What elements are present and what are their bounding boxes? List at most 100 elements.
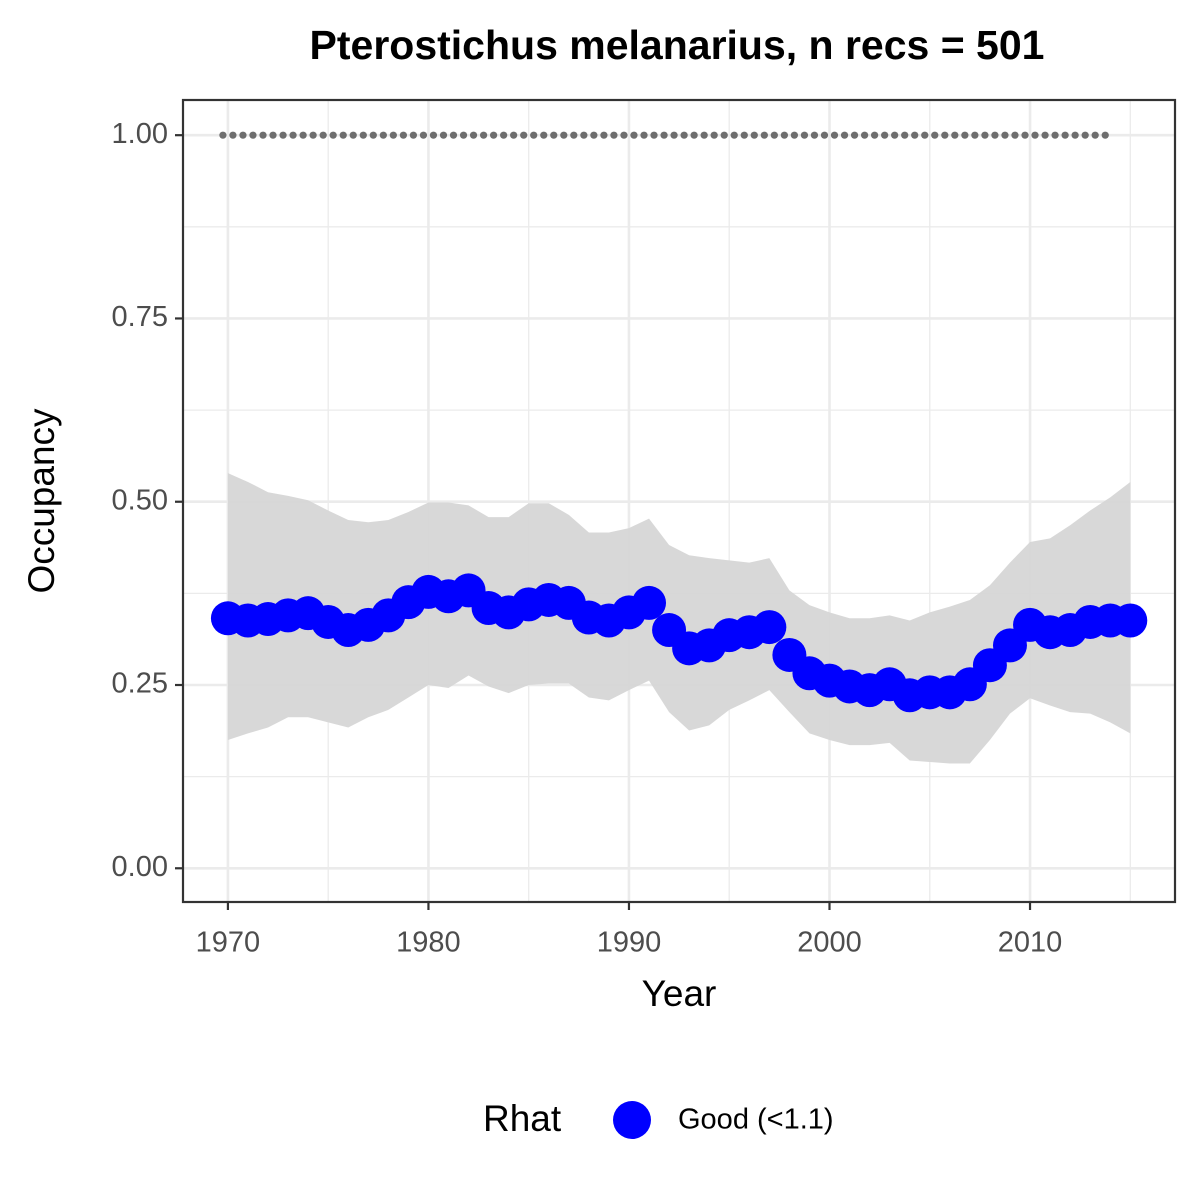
x-tick-label: 2000 [797,927,862,959]
record-dot [911,131,919,139]
record-dot [870,131,879,139]
record-dot [720,131,728,139]
record-dot [640,131,648,139]
y-tick-label: 0.75 [112,301,168,333]
record-dot [891,131,899,139]
x-axis-title: Year [642,973,717,1014]
record-dot [710,131,718,139]
y-tick-label: 0.50 [112,484,168,516]
record-dot [299,131,307,139]
record-dot [399,131,407,139]
record-dot [670,131,678,139]
record-dot [620,131,628,139]
record-dot [921,131,929,139]
record-dot [309,131,317,139]
record-dot [409,131,417,139]
record-dot [339,131,347,139]
record-dot [490,131,498,139]
record-dot [610,131,618,139]
record-dot [840,131,849,139]
record-dot [820,131,829,139]
record-dot [780,131,788,139]
record-dot [931,131,939,139]
y-tick-label: 0.25 [112,668,168,700]
x-tick-label: 2010 [998,927,1063,959]
record-dot [550,131,558,139]
record-dot [329,131,337,139]
record-dot [650,131,658,139]
record-dot [630,131,638,139]
x-tick-label: 1980 [396,927,461,959]
record-dot [1011,131,1019,139]
record-dot [810,131,819,139]
record-dot [660,131,668,139]
record-dot [219,131,227,139]
record-dot [1071,131,1079,139]
record-dot [730,131,738,139]
record-dot [560,131,568,139]
record-dot [941,131,949,139]
record-dot [981,131,989,139]
record-dot [269,131,277,139]
record-dot [369,131,377,139]
record-dot [680,131,688,139]
record-dot [429,131,438,139]
record-dot [961,131,969,139]
legend-label: Good (<1.1) [678,1104,834,1136]
record-dot [850,131,859,139]
record-dot [1021,131,1029,139]
record-dot [349,131,357,139]
record-dot [790,131,798,139]
chart-title: Pterostichus melanarius, n recs = 501 [310,22,1045,68]
record-dot [469,131,478,139]
x-tick-label: 1970 [196,927,261,959]
record-dot [319,131,327,139]
record-dot [379,131,387,139]
record-dot [800,131,809,139]
record-dot [760,131,768,139]
record-dot [510,131,518,139]
record-dot [971,131,979,139]
legend-title: Rhat [483,1098,562,1139]
y-tick-label: 1.00 [112,118,168,150]
record-dot [1091,131,1099,139]
record-dot [279,131,287,139]
panel-border [181,98,1177,904]
record-dot [770,131,778,139]
record-dot [500,131,508,139]
record-dot [991,131,999,139]
record-dot [359,131,367,139]
record-dot [520,131,528,139]
record-dot [229,131,237,139]
record-dot [951,131,959,139]
record-dot [449,131,458,139]
record-dot [580,131,588,139]
record-dot [530,131,538,139]
record-dot [389,131,397,139]
record-dot [1031,131,1039,139]
record-dot [700,131,708,139]
record-dot [750,131,758,139]
record-dot [480,131,488,139]
record-dot [439,131,448,139]
record-dot [249,131,257,139]
record-dot [1001,131,1009,139]
data-point [752,610,787,645]
data-point [632,585,667,620]
record-dot [459,131,468,139]
record-dot [1081,131,1089,139]
x-tick-label: 1990 [597,927,662,959]
data-point [1113,603,1148,638]
record-dot [740,131,748,139]
record-dot [239,131,247,139]
record-dot [289,131,297,139]
record-dot [590,131,598,139]
y-tick-label: 0.00 [112,851,168,883]
y-axis-title: Occupancy [21,408,62,594]
record-dot [600,131,608,139]
record-dot [901,131,909,139]
record-dot [419,131,428,139]
record-dot [540,131,548,139]
legend-key [613,1101,651,1139]
